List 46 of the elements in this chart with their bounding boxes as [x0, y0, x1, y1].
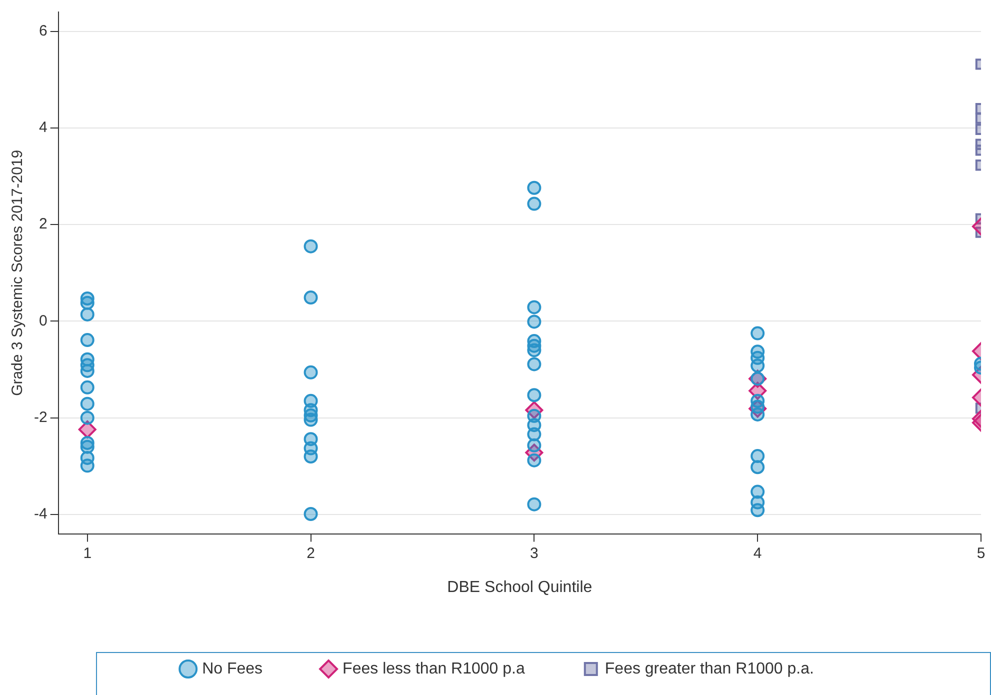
point: [527, 196, 542, 211]
x-tick-label: 2: [306, 544, 315, 562]
point: [304, 449, 318, 464]
point: [527, 427, 542, 442]
point: [304, 365, 318, 380]
x-tick-label: 4: [753, 544, 762, 562]
y-tick-label: -4: [34, 506, 48, 523]
point: [304, 239, 318, 254]
point: [527, 497, 542, 512]
point: [527, 357, 542, 372]
point: [527, 300, 542, 314]
point: [527, 180, 542, 195]
y-tick-label: 0: [38, 312, 48, 330]
point: [80, 296, 94, 310]
point: [80, 333, 94, 348]
legend-label: Fees greater than R1000 p.a.: [604, 660, 814, 678]
point: [304, 412, 318, 427]
x-axis-title: DBE School Quintile: [447, 578, 592, 596]
y-axis-title: Grade 3 Systemic Scores 2017-2019: [9, 150, 26, 396]
point: [750, 460, 765, 474]
point: [80, 364, 94, 378]
point: [80, 307, 94, 322]
point: [80, 410, 94, 425]
point: [80, 380, 94, 394]
y-tick-label: 6: [38, 22, 48, 40]
x-tick-label: 3: [530, 544, 538, 562]
legend-label: Fees less than R1000 p.a: [342, 660, 525, 678]
point: [80, 440, 94, 454]
y-tick-label: -2: [34, 408, 48, 426]
point: [527, 453, 542, 468]
point: [80, 458, 94, 473]
point: [750, 449, 765, 464]
point: [527, 314, 542, 329]
point: [750, 358, 765, 373]
point: [750, 503, 765, 518]
y-tick-label: 4: [38, 119, 48, 136]
x-tick-label: 1: [83, 544, 92, 562]
x-tick-label: 5: [976, 544, 986, 562]
point: [304, 290, 318, 305]
point: [527, 343, 542, 358]
point: [304, 506, 318, 521]
point: [80, 396, 94, 411]
legend-label: No Fees: [202, 660, 263, 678]
y-tick-label: 2: [38, 216, 48, 233]
point: [527, 388, 542, 402]
point: [750, 326, 765, 340]
